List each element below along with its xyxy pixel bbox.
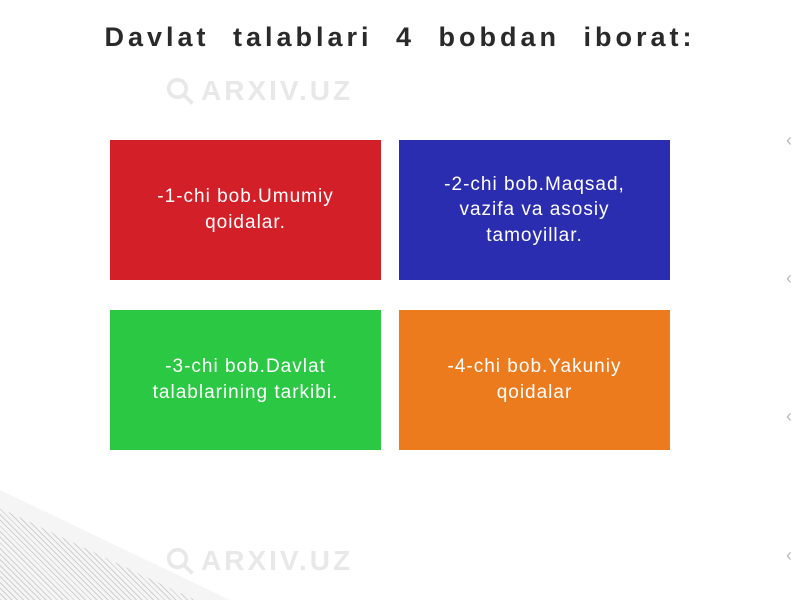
chevron-left-icon: ‹ bbox=[786, 130, 792, 151]
watermark-text: ARXIV.UZ bbox=[201, 75, 353, 107]
box-3: -3-chi bob.Davlat talablarining tarkibi. bbox=[110, 310, 381, 450]
box-4: -4-chi bob.Yakuniy qoidalar bbox=[399, 310, 670, 450]
box-2: -2-chi bob.Maqsad, vazifa va asosiy tamo… bbox=[399, 140, 670, 280]
boxes-grid: -1-chi bob.Umumiy qoidalar. -2-chi bob.M… bbox=[110, 140, 670, 450]
box-1: -1-chi bob.Umumiy qoidalar. bbox=[110, 140, 381, 280]
chevron-left-icon: ‹ bbox=[786, 406, 792, 427]
watermark: ARXIV.UZ bbox=[165, 75, 353, 107]
chevron-left-icon: ‹ bbox=[786, 268, 792, 289]
page-title: Davlat talablari 4 bobdan iborat: bbox=[0, 22, 800, 53]
chevron-left-icon: ‹ bbox=[786, 545, 792, 566]
